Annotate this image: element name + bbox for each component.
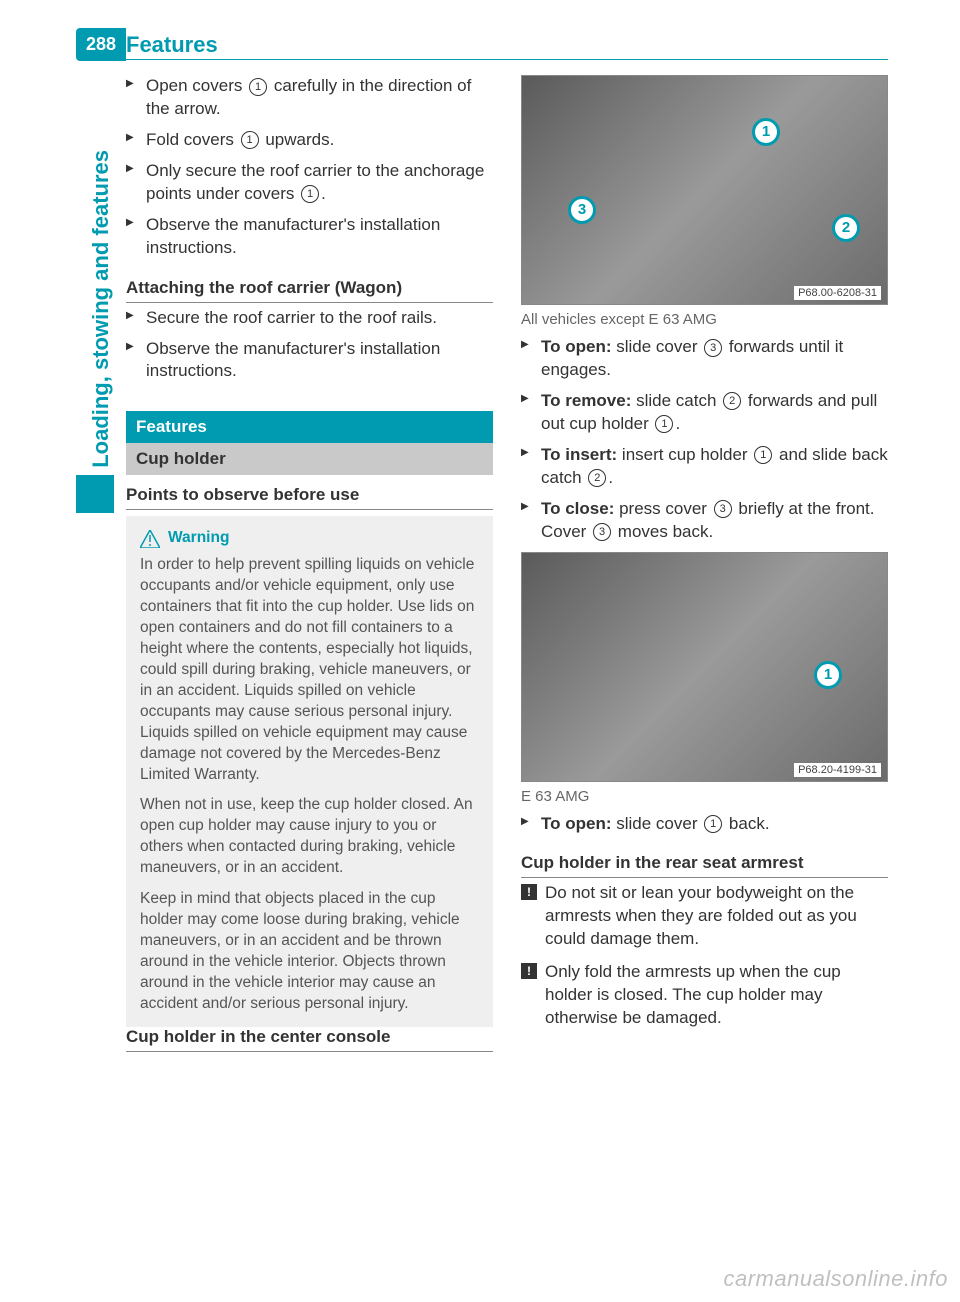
note-list: Do not sit or lean your bodyweight on th… xyxy=(521,882,888,1030)
text: moves back. xyxy=(613,522,713,541)
figure-caption: E 63 AMG xyxy=(521,788,888,805)
figure-code: P68.20-4199-31 xyxy=(794,763,881,777)
ref-icon: 2 xyxy=(723,392,741,410)
instruction-item: To open: slide cover 3 forwards until it… xyxy=(521,336,888,382)
text: slide cover xyxy=(612,814,703,833)
label: To open: xyxy=(541,337,612,356)
ref-icon: 2 xyxy=(588,469,606,487)
instruction-item: To insert: insert cup holder 1 and slide… xyxy=(521,444,888,490)
subheading: Cup holder in the rear seat armrest xyxy=(521,853,888,878)
instruction-item: Only secure the roof carrier to the anch… xyxy=(126,160,493,206)
subheading: Points to observe before use xyxy=(126,485,493,510)
figure-callout: 2 xyxy=(832,214,860,242)
header-rule xyxy=(126,59,888,60)
note-item: Do not sit or lean your bodyweight on th… xyxy=(521,882,888,951)
ref-icon: 1 xyxy=(754,446,772,464)
text: slide catch xyxy=(631,391,721,410)
figure-code: P68.00-6208-31 xyxy=(794,286,881,300)
text: Fold covers xyxy=(146,130,239,149)
ref-icon: 3 xyxy=(593,523,611,541)
warning-box: Warning In order to help prevent spillin… xyxy=(126,516,493,1026)
watermark: carmanualsonline.info xyxy=(723,1266,948,1292)
figure-caption: All vehicles except E 63 AMG xyxy=(521,311,888,328)
instruction-list: Secure the roof carrier to the roof rail… xyxy=(126,307,493,384)
text: slide cover xyxy=(612,337,703,356)
instruction-item: Secure the roof carrier to the roof rail… xyxy=(126,307,493,330)
warning-paragraph: When not in use, keep the cup holder clo… xyxy=(140,795,479,879)
text: Open covers xyxy=(146,76,247,95)
instruction-item: Observe the manufacturer's installation … xyxy=(126,338,493,384)
instruction-list: Open covers 1 carefully in the direction… xyxy=(126,75,493,260)
instruction-item: Open covers 1 carefully in the direction… xyxy=(126,75,493,121)
text: briefly at the front. xyxy=(734,499,875,518)
instruction-item: To open: slide cover 1 back. xyxy=(521,813,888,836)
label: To insert: xyxy=(541,445,617,464)
text: press cover xyxy=(614,499,711,518)
side-tab-label: Loading, stowing and features xyxy=(88,150,114,468)
ref-icon: 1 xyxy=(249,78,267,96)
instruction-list: To open: slide cover 1 back. xyxy=(521,813,888,836)
warning-paragraph: In order to help prevent spilling liquid… xyxy=(140,555,479,785)
section-bar: Features xyxy=(126,411,493,443)
page-content: Open covers 1 carefully in the direction… xyxy=(126,75,888,1242)
figure-callout: 3 xyxy=(568,196,596,224)
text: Cover xyxy=(541,522,591,541)
warning-title: Warning xyxy=(168,528,229,549)
instruction-item: Observe the manufacturer's installation … xyxy=(126,214,493,260)
figure-callout: 1 xyxy=(752,118,780,146)
ref-icon: 1 xyxy=(704,815,722,833)
ref-icon: 1 xyxy=(301,185,319,203)
side-tab-block xyxy=(76,475,114,513)
text: upwards. xyxy=(261,130,335,149)
figure: 1 2 3 P68.00-6208-31 xyxy=(521,75,888,305)
ref-icon: 1 xyxy=(655,415,673,433)
subheading: Attaching the roof carrier (Wagon) xyxy=(126,278,493,303)
warning-heading: Warning xyxy=(140,528,479,549)
figure: 1 P68.20-4199-31 xyxy=(521,552,888,782)
label: To open: xyxy=(541,814,612,833)
label: To remove: xyxy=(541,391,631,410)
text: insert cup holder xyxy=(617,445,752,464)
text: . xyxy=(608,468,613,487)
note-item: Only fold the armrests up when the cup h… xyxy=(521,961,888,1030)
instruction-item: To close: press cover 3 briefly at the f… xyxy=(521,498,888,544)
subheading: Cup holder in the center console xyxy=(126,1027,493,1052)
text: . xyxy=(675,414,680,433)
page-number-tab: 288 xyxy=(76,28,126,61)
figure-callout: 1 xyxy=(814,661,842,689)
text: Observe the manufacturer's installation … xyxy=(146,215,440,257)
label: To close: xyxy=(541,499,614,518)
instruction-item: To remove: slide catch 2 forwards and pu… xyxy=(521,390,888,436)
instruction-item: Fold covers 1 upwards. xyxy=(126,129,493,152)
subsection-bar: Cup holder xyxy=(126,443,493,475)
text: back. xyxy=(724,814,769,833)
warning-paragraph: Keep in mind that objects placed in the … xyxy=(140,889,479,1015)
ref-icon: 3 xyxy=(704,339,722,357)
ref-icon: 3 xyxy=(714,500,732,518)
warning-triangle-icon xyxy=(140,530,160,548)
page-header-title: Features xyxy=(126,28,218,62)
instruction-list: To open: slide cover 3 forwards until it… xyxy=(521,336,888,544)
ref-icon: 1 xyxy=(241,131,259,149)
text: . xyxy=(321,184,326,203)
